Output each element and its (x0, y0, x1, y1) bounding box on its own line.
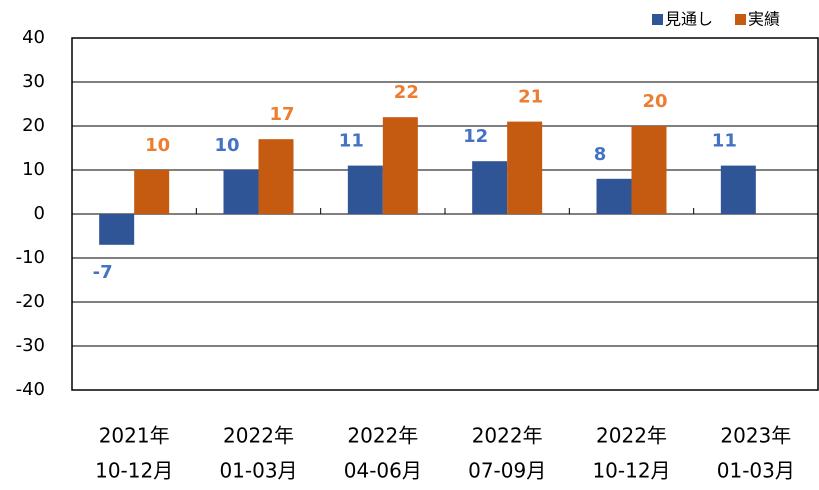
y-tick-label: 0 (34, 203, 45, 224)
plot-frame (71, 37, 819, 391)
y-tick-label: -40 (16, 379, 45, 400)
bar (347, 165, 383, 214)
data-label: 10 (145, 135, 170, 156)
x-tick-label: 10-12月 (592, 459, 670, 483)
x-tick-label: 07-09月 (468, 459, 546, 483)
x-tick-label: 2021年 (99, 424, 170, 448)
legend-label: 見通し (665, 10, 713, 29)
x-tick-label: 10-12月 (95, 459, 173, 483)
y-tick-label: 30 (22, 71, 45, 92)
data-label: 21 (518, 87, 543, 108)
bar (382, 117, 418, 214)
y-tick-label: -20 (16, 291, 45, 312)
bar (507, 121, 543, 214)
y-tick-label: -30 (16, 335, 45, 356)
x-tick-label: 2022年 (596, 424, 667, 448)
bar (223, 170, 259, 214)
bar (720, 165, 756, 214)
legend-swatch (652, 14, 663, 25)
y-tick-label: 40 (22, 27, 45, 48)
legend-swatch (735, 14, 747, 25)
data-label: 11 (712, 131, 737, 152)
data-label: 20 (642, 91, 667, 112)
bar (99, 214, 135, 245)
data-label: -7 (93, 262, 113, 283)
x-tick-label: 2023年 (720, 424, 791, 448)
y-tick-label: 20 (22, 115, 45, 136)
y-tick-label: 10 (22, 159, 45, 180)
data-label: 8 (594, 144, 607, 165)
data-label: 10 (214, 135, 239, 156)
data-label: 11 (339, 131, 364, 152)
x-tick-label: 2022年 (472, 424, 543, 448)
bar (472, 161, 508, 214)
x-tick-label: 01-03月 (717, 459, 795, 483)
data-label: 12 (463, 126, 488, 147)
bar (631, 126, 667, 214)
bar (258, 139, 294, 214)
data-label: 22 (394, 82, 419, 103)
legend-label: 実績 (748, 10, 780, 29)
x-tick-label: 01-03月 (219, 459, 297, 483)
y-tick-label: -10 (16, 247, 45, 268)
bar (596, 178, 632, 214)
data-label: 17 (269, 104, 294, 125)
x-tick-label: 2022年 (223, 424, 294, 448)
bar (134, 170, 170, 214)
x-tick-label: 2022年 (347, 424, 418, 448)
x-tick-label: 04-06月 (344, 459, 422, 483)
